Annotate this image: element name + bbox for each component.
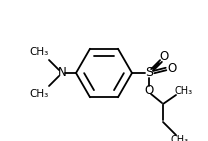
Text: O: O: [159, 50, 169, 63]
Text: CH₃: CH₃: [29, 47, 49, 57]
Text: O: O: [144, 83, 154, 96]
Text: S: S: [145, 67, 153, 80]
Text: N: N: [58, 67, 66, 80]
Text: O: O: [167, 62, 177, 75]
Text: CH₃: CH₃: [171, 135, 189, 141]
Text: CH₃: CH₃: [29, 89, 49, 99]
Text: CH₃: CH₃: [175, 86, 193, 96]
